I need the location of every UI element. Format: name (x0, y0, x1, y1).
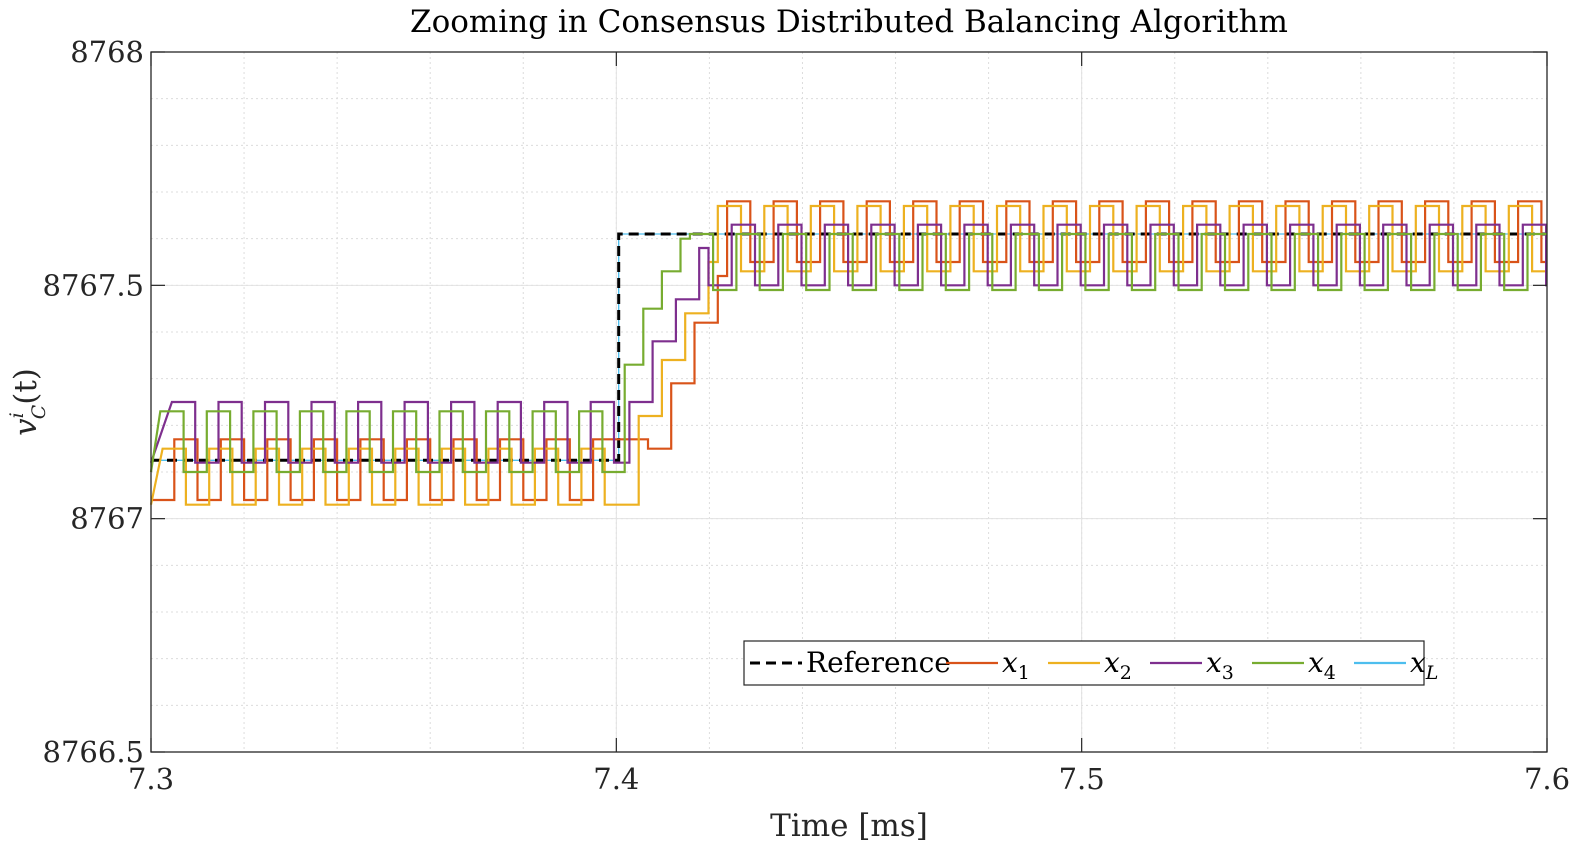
y-tick-label: 8767.5 (43, 268, 144, 302)
legend-label: x2 (1104, 646, 1132, 684)
legend-label: x1 (1002, 646, 1030, 684)
axes-box (150, 51, 1548, 753)
x-tick-label: 7.4 (593, 762, 639, 796)
legend: Reference x1 x2 x3 x4 xL (743, 640, 1438, 686)
y-axis-label-sup: i (6, 412, 28, 418)
y-axis-label: viC(t) (6, 368, 50, 436)
x-tick-label: 7.5 (1059, 762, 1105, 796)
series-layer (149, 200, 1548, 506)
x-tick-label: 7.6 (1524, 762, 1570, 796)
series-line-x-3 (149, 223, 1548, 464)
y-axis-label-main: v (8, 418, 44, 436)
tick-labels: 7.3 7.4 7.5 7.6 8766.5 8767 8767.5 8768 (43, 35, 1571, 796)
ticks (150, 51, 1548, 753)
y-tick-label: 8767 (70, 502, 144, 536)
series-line-x-4 (149, 232, 1547, 474)
legend-label: Reference (806, 646, 951, 679)
legend-label: x4 (1308, 646, 1336, 684)
y-axis-label-text: viC(t) (6, 368, 50, 436)
x-axis-label: Time [ms] (770, 808, 928, 844)
plot-area (151, 52, 1547, 752)
y-axis-label-arg: (t) (8, 368, 44, 405)
x-tick-label: 7.3 (128, 762, 174, 796)
legend-label: x3 (1206, 646, 1234, 684)
legend-label: xL (1410, 646, 1438, 684)
series-line-x-1 (151, 200, 1547, 502)
y-axis-label-sub: C (28, 404, 50, 419)
y-tick-label: 8768 (70, 35, 144, 69)
chart-title: Zooming in Consensus Distributed Balanci… (410, 4, 1288, 40)
y-tick-label: 8766.5 (43, 735, 144, 769)
